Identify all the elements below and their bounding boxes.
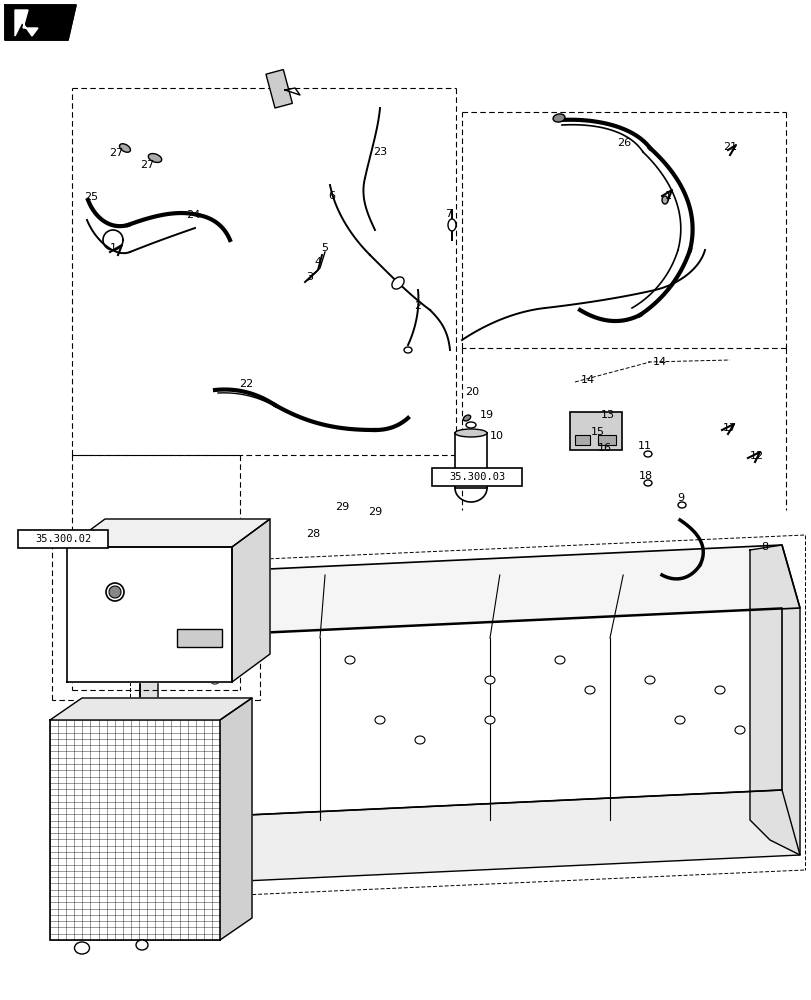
- Text: 4: 4: [314, 257, 321, 267]
- Ellipse shape: [119, 144, 131, 152]
- Polygon shape: [67, 519, 270, 547]
- Polygon shape: [139, 545, 799, 638]
- Text: 20: 20: [465, 387, 478, 397]
- Bar: [18, 530, 108, 548]
- Polygon shape: [220, 698, 251, 940]
- Text: 22: 22: [238, 379, 253, 389]
- Text: 29: 29: [334, 502, 349, 512]
- Text: 35.300.03: 35.300.03: [448, 472, 504, 482]
- Text: 15: 15: [590, 427, 604, 437]
- Text: 14: 14: [580, 375, 594, 385]
- Ellipse shape: [448, 219, 456, 231]
- Polygon shape: [15, 10, 38, 36]
- Text: 27: 27: [109, 148, 123, 158]
- Polygon shape: [67, 547, 232, 682]
- Ellipse shape: [552, 114, 564, 122]
- Text: 17: 17: [722, 423, 736, 433]
- Ellipse shape: [210, 676, 220, 684]
- Text: 13: 13: [600, 410, 614, 420]
- Polygon shape: [139, 790, 799, 885]
- Text: 3: 3: [306, 272, 313, 282]
- Text: 9: 9: [676, 493, 684, 503]
- Ellipse shape: [643, 480, 651, 486]
- Polygon shape: [50, 698, 251, 720]
- Ellipse shape: [484, 676, 495, 684]
- Ellipse shape: [466, 422, 475, 428]
- Ellipse shape: [454, 429, 487, 437]
- Text: 1: 1: [663, 191, 671, 201]
- Ellipse shape: [210, 706, 220, 714]
- Ellipse shape: [463, 415, 470, 421]
- Ellipse shape: [734, 726, 744, 734]
- Ellipse shape: [484, 716, 495, 724]
- Ellipse shape: [392, 277, 404, 289]
- Text: 19: 19: [479, 410, 493, 420]
- Text: 26: 26: [616, 138, 630, 148]
- Polygon shape: [232, 519, 270, 682]
- Bar: [177, 629, 221, 647]
- Text: 25: 25: [84, 192, 98, 202]
- Ellipse shape: [75, 942, 89, 954]
- Bar: [574, 435, 590, 445]
- Ellipse shape: [644, 676, 654, 684]
- Ellipse shape: [345, 656, 354, 664]
- Ellipse shape: [106, 583, 124, 601]
- Polygon shape: [5, 5, 76, 40]
- Ellipse shape: [677, 502, 685, 508]
- Ellipse shape: [414, 736, 424, 744]
- Text: 1: 1: [109, 243, 116, 253]
- Ellipse shape: [404, 347, 411, 353]
- Text: 27: 27: [139, 160, 154, 170]
- Ellipse shape: [643, 451, 651, 457]
- Text: 21: 21: [722, 142, 736, 152]
- Ellipse shape: [210, 736, 220, 744]
- Ellipse shape: [674, 716, 684, 724]
- Text: 16: 16: [597, 443, 611, 453]
- Text: 6: 6: [328, 191, 335, 201]
- Ellipse shape: [584, 686, 594, 694]
- Text: 24: 24: [186, 210, 200, 220]
- Text: 14: 14: [652, 357, 667, 367]
- Bar: [431, 468, 521, 486]
- Bar: [569, 412, 621, 450]
- Polygon shape: [749, 545, 799, 855]
- Polygon shape: [139, 575, 158, 885]
- Text: 28: 28: [306, 529, 320, 539]
- Text: 23: 23: [372, 147, 387, 157]
- Polygon shape: [139, 608, 781, 820]
- Ellipse shape: [109, 586, 121, 598]
- Ellipse shape: [135, 940, 148, 950]
- Text: 7: 7: [445, 209, 452, 219]
- Ellipse shape: [661, 196, 667, 204]
- Text: 10: 10: [489, 431, 504, 441]
- Bar: [597, 435, 616, 445]
- Ellipse shape: [714, 686, 724, 694]
- Text: 29: 29: [367, 507, 382, 517]
- Text: 12: 12: [749, 451, 763, 461]
- Text: 5: 5: [321, 243, 328, 253]
- Text: 18: 18: [638, 471, 652, 481]
- Ellipse shape: [375, 716, 384, 724]
- Bar: [266, 70, 292, 108]
- Text: 8: 8: [761, 542, 768, 552]
- Text: 2: 2: [414, 301, 421, 311]
- Ellipse shape: [554, 656, 564, 664]
- Bar: [454, 433, 487, 488]
- Bar: [50, 720, 220, 940]
- Text: 35.300.02: 35.300.02: [35, 534, 91, 544]
- Text: 11: 11: [637, 441, 651, 451]
- Ellipse shape: [148, 154, 161, 162]
